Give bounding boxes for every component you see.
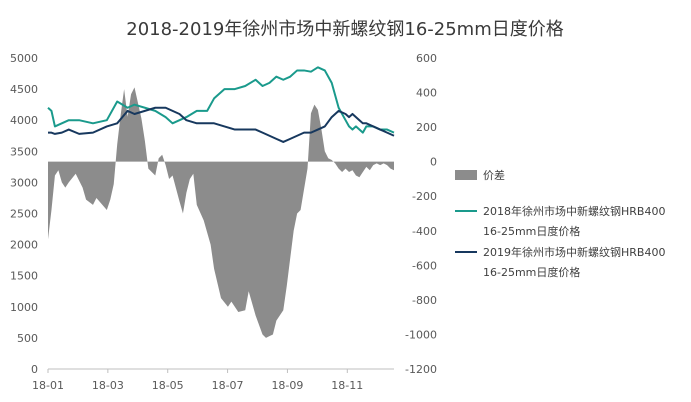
y-right-tick-label: -1200 xyxy=(405,363,437,376)
series-line-2018 xyxy=(47,66,395,134)
y-right-tick-label: -600 xyxy=(412,259,437,272)
y-left-tick-label: 3500 xyxy=(10,145,38,158)
y-left-tick-label: 500 xyxy=(17,332,38,345)
x-tick-label: 18-05 xyxy=(152,379,184,392)
y-left-tick-label: 3000 xyxy=(10,176,38,189)
legend-label-line: 16-25mm日度价格 xyxy=(483,224,580,238)
y-left-tick-label: 2000 xyxy=(10,239,38,252)
y-right-tick-label: 400 xyxy=(416,87,437,100)
x-tick-label: 18-11 xyxy=(331,379,363,392)
x-tick-label: 18-09 xyxy=(271,379,303,392)
y-left-tick-label: 4500 xyxy=(10,83,38,96)
chart-title: 2018-2019年徐州市场中新螺纹钢16-25mm日度价格 xyxy=(126,19,563,40)
axes: 0500100015002000250030003500400045005000… xyxy=(10,52,437,392)
y-left-tick-label: 4000 xyxy=(10,114,38,127)
legend-label-jiacha: 价差 xyxy=(483,168,505,182)
y-right-tick-label: -200 xyxy=(412,190,437,203)
y-right-tick-label: -800 xyxy=(412,294,437,307)
series-area-jiacha xyxy=(48,87,394,338)
y-left-tick-label: 1500 xyxy=(10,270,38,283)
legend: 价差 2018年徐州市场中新螺纹钢HRB400 16-25mm日度价格 2019年徐州… xyxy=(455,168,665,279)
y-left-tick-label: 0 xyxy=(31,363,38,376)
x-tick-label: 18-01 xyxy=(32,379,64,392)
plot-area xyxy=(47,66,395,338)
legend-label-line: 16-25mm日度价格 xyxy=(483,265,580,279)
x-tick-label: 18-07 xyxy=(212,379,244,392)
y-left-tick-label: 5000 xyxy=(10,52,38,65)
y-right-tick-label: -400 xyxy=(412,225,437,238)
y-right-tick-label: 600 xyxy=(416,52,437,65)
y-right-tick-label: 200 xyxy=(416,121,437,134)
y-left-tick-label: 2500 xyxy=(10,208,38,221)
y-right-tick-label: -1000 xyxy=(405,328,437,341)
x-tick-label: 18-03 xyxy=(92,379,124,392)
series-line-2019 xyxy=(48,106,395,143)
y-left-tick-label: 1000 xyxy=(10,301,38,314)
legend-label-line: 2019年徐州市场中新螺纹钢HRB400 xyxy=(483,245,665,259)
y-right-tick-label: 0 xyxy=(430,156,437,169)
legend-label-line: 2018年徐州市场中新螺纹钢HRB400 xyxy=(483,204,665,218)
legend-swatch-jiacha xyxy=(455,170,477,180)
